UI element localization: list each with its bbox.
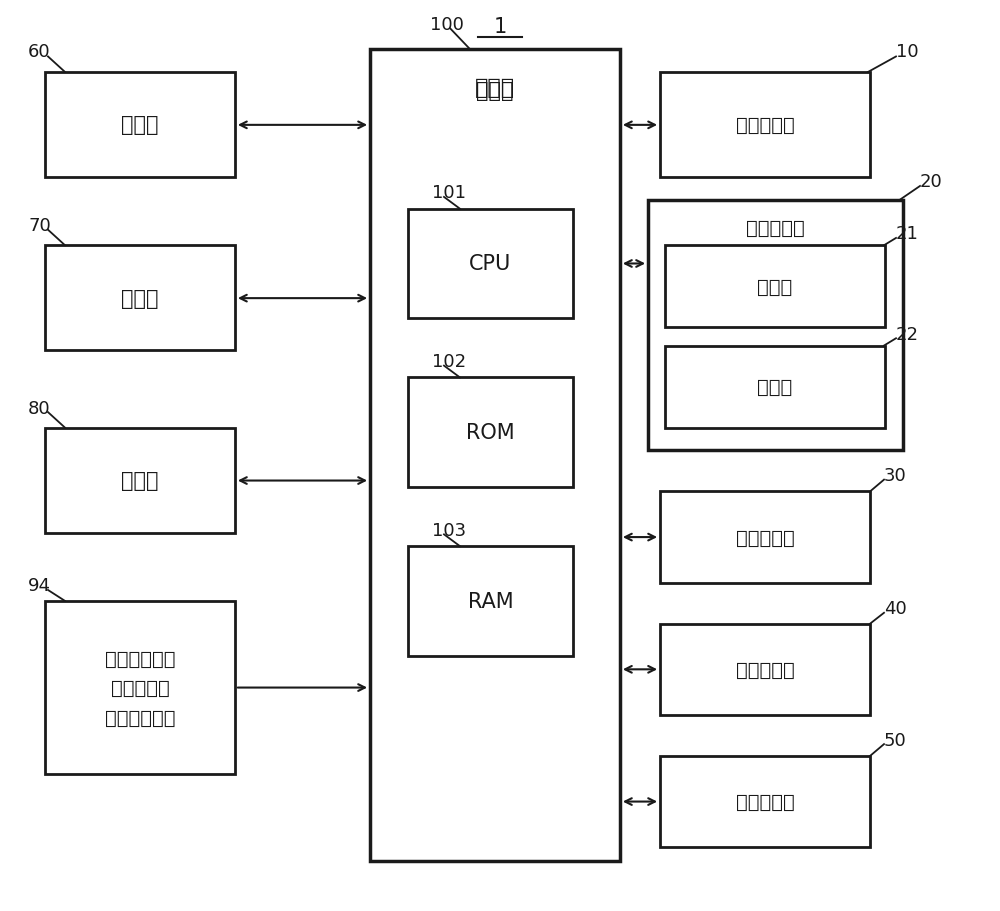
Bar (665, 246, 885, 328)
Text: 通信部: 通信部 (121, 471, 159, 490)
Text: 控制部: 控制部 (475, 77, 515, 97)
Text: 存储部: 存储部 (121, 289, 159, 308)
Text: 94: 94 (28, 576, 51, 594)
Text: 图像读取部: 图像读取部 (736, 116, 794, 135)
Text: 控制部: 控制部 (476, 81, 514, 101)
Bar (408, 210, 573, 319)
Text: 103: 103 (432, 521, 466, 539)
Bar (45, 601, 235, 774)
Text: ROM: ROM (466, 423, 515, 443)
Text: 差动变压器式
位移传感器
（测量单元）: 差动变压器式 位移传感器 （测量单元） (105, 649, 175, 727)
Bar (370, 50, 620, 861)
Bar (660, 624, 870, 715)
Text: 操作显示部: 操作显示部 (746, 219, 805, 237)
Text: 20: 20 (920, 173, 943, 191)
Text: 102: 102 (432, 353, 466, 371)
Text: 101: 101 (432, 184, 466, 202)
Text: 70: 70 (28, 217, 51, 235)
Text: 21: 21 (896, 225, 919, 243)
Bar (660, 756, 870, 847)
Bar (660, 492, 870, 583)
Bar (408, 547, 573, 656)
Text: 定影部: 定影部 (121, 116, 159, 135)
Text: 80: 80 (28, 399, 51, 417)
Text: 100: 100 (430, 15, 464, 34)
Text: 显示部: 显示部 (757, 278, 793, 296)
Text: 纸张输送部: 纸张输送部 (736, 793, 794, 811)
Text: 图像处理部: 图像处理部 (736, 528, 794, 547)
Text: 1: 1 (493, 17, 507, 37)
Text: 40: 40 (884, 599, 907, 618)
Text: 50: 50 (884, 731, 907, 749)
Text: RAM: RAM (468, 591, 513, 611)
Text: 22: 22 (896, 325, 919, 343)
Bar (408, 378, 573, 487)
Text: 30: 30 (884, 466, 907, 485)
Bar (660, 73, 870, 178)
Bar (45, 73, 235, 178)
Bar (648, 200, 903, 451)
Text: 10: 10 (896, 43, 919, 61)
Text: 图像形成部: 图像形成部 (736, 660, 794, 679)
Bar (45, 428, 235, 533)
Text: 60: 60 (28, 43, 51, 61)
Text: 操作部: 操作部 (757, 378, 793, 396)
Text: CPU: CPU (469, 254, 512, 274)
Bar (665, 346, 885, 428)
Bar (45, 246, 235, 351)
